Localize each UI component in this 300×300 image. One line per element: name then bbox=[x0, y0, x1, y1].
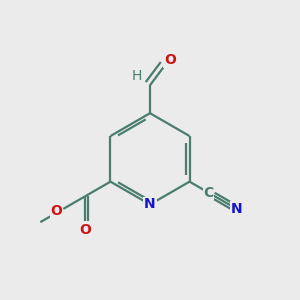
Text: O: O bbox=[164, 53, 176, 67]
Text: N: N bbox=[144, 197, 156, 212]
Text: O: O bbox=[79, 223, 91, 237]
Text: O: O bbox=[50, 204, 62, 218]
Text: H: H bbox=[132, 68, 142, 83]
Text: C: C bbox=[203, 186, 214, 200]
Text: N: N bbox=[231, 202, 242, 216]
